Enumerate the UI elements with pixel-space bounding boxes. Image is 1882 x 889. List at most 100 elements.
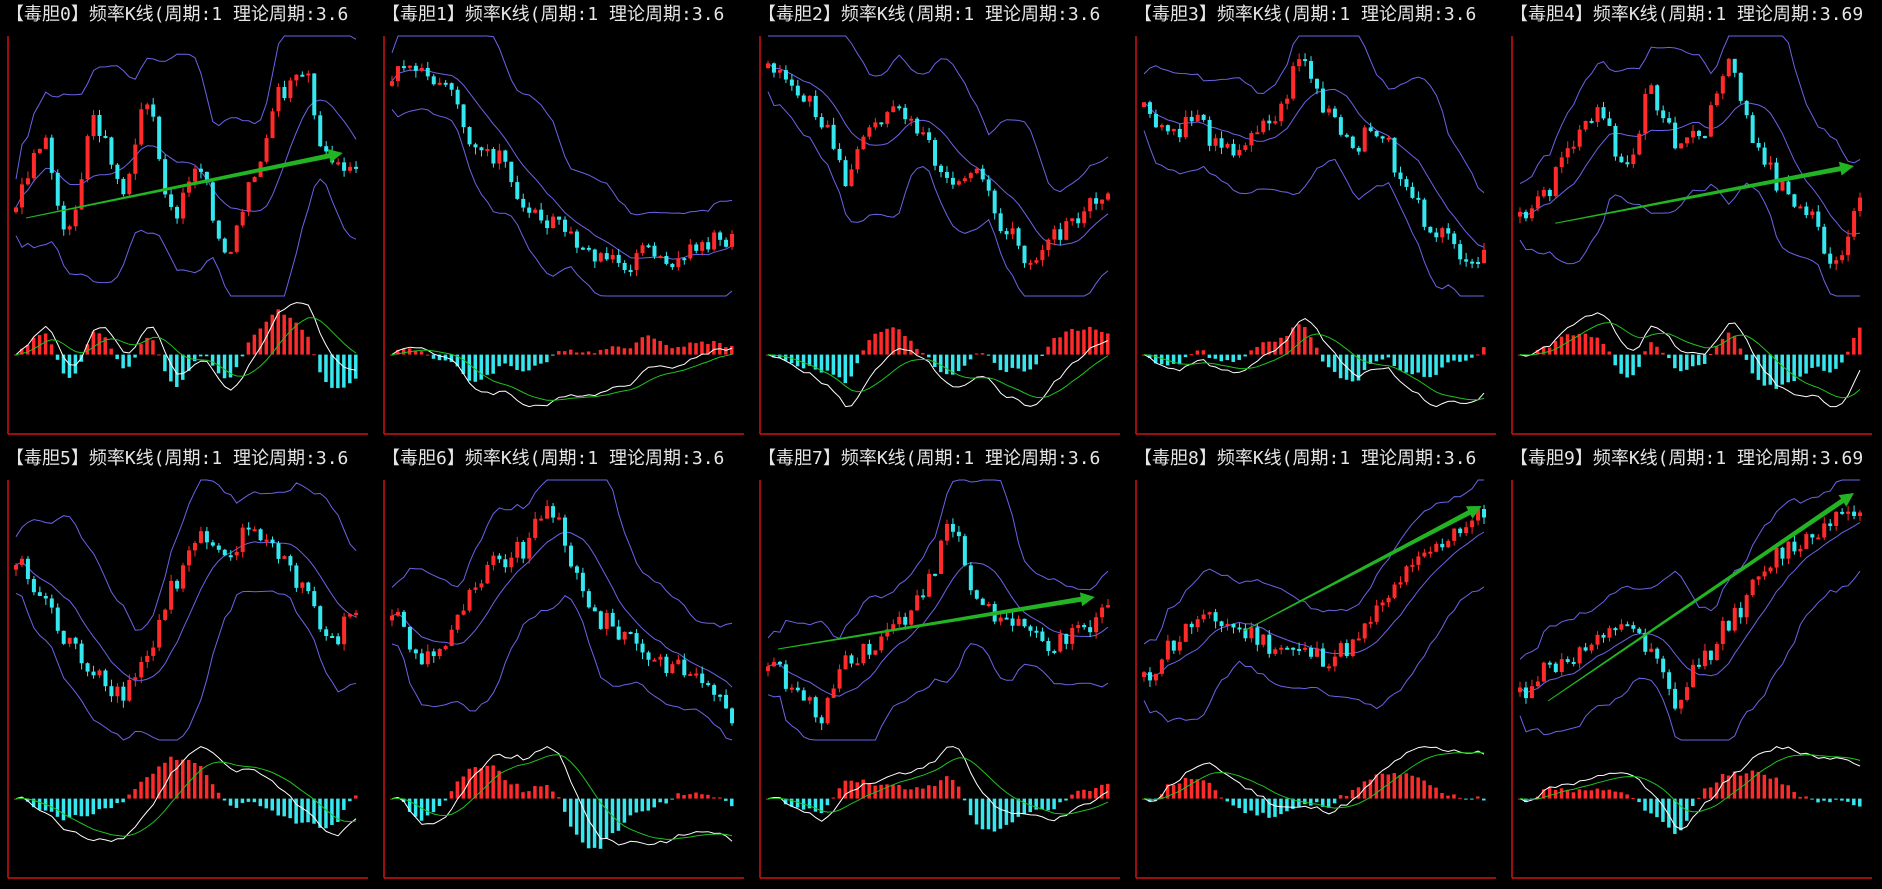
up-candle <box>1637 133 1642 155</box>
down-candle <box>61 205 66 230</box>
macd-bar-positive <box>1279 337 1283 355</box>
macd-bar-positive <box>1273 341 1277 355</box>
up-candle <box>688 673 693 676</box>
down-candle <box>1655 85 1660 111</box>
chart-panel-5[interactable]: 【毒胆5】频率K线(周期:1 理论周期:3.6 <box>0 444 376 888</box>
up-candle <box>658 255 663 258</box>
up-candle <box>1529 208 1534 219</box>
macd-bar-positive <box>461 776 466 799</box>
panel-title: 【毒胆3】频率K线(周期:1 理论周期:3.6 <box>1134 4 1477 25</box>
down-candle <box>563 517 567 546</box>
up-candle <box>861 136 866 150</box>
trend-arrow <box>1243 506 1482 632</box>
up-candle <box>1368 621 1373 624</box>
macd-bar-negative <box>485 354 489 375</box>
macd-bar-positive <box>1219 797 1224 799</box>
up-candle <box>1279 103 1284 122</box>
up-candle <box>1768 162 1773 165</box>
up-candle <box>390 81 394 86</box>
down-candle <box>1428 226 1433 233</box>
macd-bar-positive <box>1625 794 1629 799</box>
macd-bar-positive <box>1267 341 1271 355</box>
down-candle <box>109 137 114 165</box>
up-candle <box>79 179 84 210</box>
down-candle <box>813 95 818 118</box>
macd-bar-negative <box>1643 798 1647 811</box>
up-candle <box>1285 98 1290 104</box>
macd-bar-negative <box>1237 354 1241 360</box>
down-candle <box>718 232 723 240</box>
macd-bar-negative <box>437 354 442 361</box>
up-candle <box>921 132 926 135</box>
candlestick-chart <box>7 479 368 879</box>
chart-panel-0[interactable]: 【毒胆0】频率K线(周期:1 理论周期:3.6 <box>0 0 376 444</box>
macd-bar-negative <box>1464 354 1468 361</box>
down-candle <box>1625 162 1630 165</box>
down-candle <box>204 171 209 183</box>
macd-bar-negative <box>1034 354 1038 365</box>
up-candle <box>688 244 693 259</box>
down-candle <box>431 651 436 657</box>
chart-panel-4[interactable]: 【毒胆4】频率K线(周期:1 理论周期:3.69 <box>1504 0 1880 444</box>
up-candle <box>1070 218 1075 222</box>
chart-panel-1[interactable]: 【毒胆1】频率K线(周期:1 理论周期:3.6 <box>376 0 752 444</box>
up-candle <box>1840 255 1845 261</box>
down-candle <box>1267 634 1272 654</box>
up-candle <box>1685 687 1690 700</box>
chart-panel-9[interactable]: 【毒胆9】频率K线(周期:1 理论周期:3.69 <box>1504 444 1880 888</box>
down-candle <box>443 82 448 85</box>
macd-bar-negative <box>1332 798 1337 804</box>
macd-bar-positive <box>580 352 585 355</box>
down-candle <box>1046 641 1051 651</box>
macd-bar-negative <box>1613 354 1617 366</box>
macd-bar-positive <box>849 780 854 799</box>
down-candle <box>1094 198 1099 204</box>
signal-line <box>391 754 733 840</box>
chart-panel-3[interactable]: 【毒胆3】频率K线(周期:1 理论周期:3.6 <box>1128 0 1504 444</box>
down-candle <box>783 70 788 80</box>
chart-panel-2[interactable]: 【毒胆2】频率K线(周期:1 理论周期:3.6 <box>752 0 1128 444</box>
down-candle <box>545 220 550 229</box>
macd-bar-positive <box>521 792 525 799</box>
macd-bar-negative <box>1147 798 1152 802</box>
up-candle <box>1470 520 1475 528</box>
down-candle <box>25 558 30 580</box>
down-candle <box>551 506 556 518</box>
chart-panel-6[interactable]: 【毒胆6】频率K线(周期:1 理论周期:3.6 <box>376 444 752 888</box>
down-candle <box>730 708 735 724</box>
macd-bar-positive <box>1064 331 1068 355</box>
up-candle <box>1159 125 1164 128</box>
down-candle <box>1147 102 1152 114</box>
up-candle <box>1452 528 1457 541</box>
up-candle <box>1106 605 1111 608</box>
macd-bar-negative <box>240 798 245 803</box>
down-candle <box>795 85 800 96</box>
macd-bar-positive <box>909 340 913 355</box>
up-candle <box>1249 133 1254 146</box>
macd-bar-positive <box>545 785 549 799</box>
down-candle <box>300 74 305 77</box>
down-candle <box>1601 107 1606 119</box>
chart-panel-8[interactable]: 【毒胆8】频率K线(周期:1 理论周期:3.6 <box>1128 444 1504 888</box>
macd-bar-positive <box>49 344 54 355</box>
up-candle <box>1852 211 1857 237</box>
down-candle <box>204 531 209 543</box>
up-candle <box>270 111 275 139</box>
down-candle <box>1440 543 1445 548</box>
macd-bar-positive <box>133 788 137 799</box>
macd-bar-positive <box>1285 335 1289 355</box>
down-candle <box>933 573 938 576</box>
up-candle <box>1159 659 1164 674</box>
down-candle <box>724 694 729 709</box>
panel-title: 【毒胆2】频率K线(周期:1 理论周期:3.6 <box>758 4 1101 25</box>
macd-bar-negative <box>67 798 72 818</box>
up-candle <box>407 65 412 68</box>
up-candle <box>181 192 186 219</box>
macd-bar-negative <box>1696 354 1701 366</box>
down-candle <box>401 611 406 627</box>
chart-panel-7[interactable]: 【毒胆7】频率K线(周期:1 理论周期:3.6 <box>752 444 1128 888</box>
up-candle <box>1106 193 1111 200</box>
macd-bar-negative <box>1064 798 1068 801</box>
macd-bar-negative <box>37 798 42 810</box>
up-candle <box>169 580 174 610</box>
